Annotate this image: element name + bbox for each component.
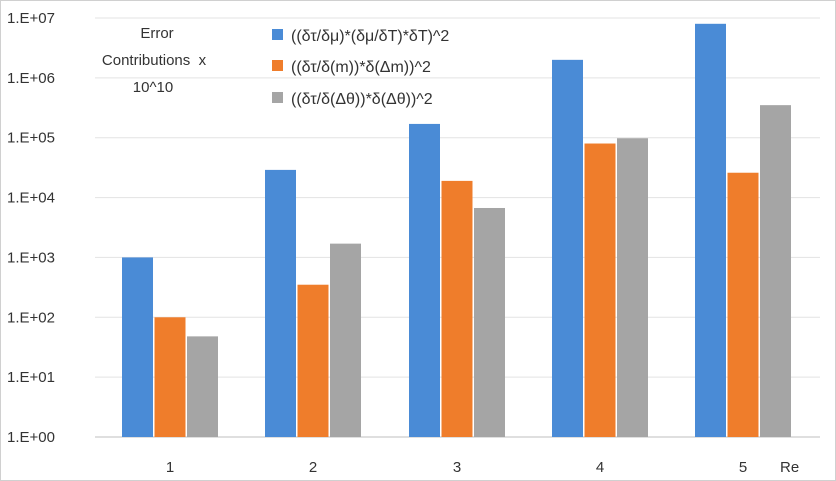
- legend-swatch-series-3: [272, 92, 283, 103]
- bar-series-1-cat-3: [409, 123, 440, 437]
- bar-series-1-cat-5: [695, 23, 726, 438]
- legend-swatch-series-1: [272, 29, 283, 40]
- legend-label-series-3: ((δτ/δ(Δθ))*δ(Δθ))^2: [291, 91, 433, 108]
- bar-series-3-cat-1: [187, 336, 218, 437]
- bar-series-1-cat-1: [122, 257, 153, 437]
- legend: ((δτ/δμ)*(δμ/δT)*δT)^2 ((δτ/δ(m))*δ(Δm))…: [272, 28, 449, 108]
- y-axis-ticks: 1.E+00 1.E+01 1.E+02 1.E+03 1.E+04 1.E+05 1.E+…: [7, 10, 55, 446]
- bar-series-2-cat-1: [154, 317, 186, 437]
- legend-label-series-2: ((δτ/δ(m))*δ(Δm))^2: [291, 59, 431, 76]
- x-category-label: 5: [739, 459, 747, 476]
- y-tick-label: 1.E+04: [7, 190, 55, 207]
- y-tick-label: 1.E+06: [7, 70, 55, 87]
- bar-series-1-cat-4: [552, 59, 583, 437]
- y-tick-label: 1.E+00: [7, 429, 55, 446]
- bar-series-3-cat-3: [474, 207, 505, 437]
- x-category-label: 4: [596, 459, 604, 476]
- x-category-label: 3: [453, 459, 461, 476]
- annotation-line-1: Error: [140, 25, 173, 42]
- annotation-line-3: 10^10: [133, 79, 173, 96]
- bar-series-2-cat-3: [441, 180, 473, 437]
- y-tick-label: 1.E+02: [7, 309, 55, 326]
- y-tick-label: 1.E+05: [7, 130, 55, 147]
- y-tick-label: 1.E+03: [7, 249, 55, 266]
- x-axis-categories: 1 2 3 4 5: [166, 459, 747, 476]
- x-category-label: 1: [166, 459, 174, 476]
- annotation-line-2: Contributions x: [102, 52, 207, 69]
- bar-series-1-cat-2: [265, 169, 296, 437]
- x-axis-label: Re: [780, 459, 799, 476]
- bar-series-3-cat-5: [760, 105, 791, 438]
- y-tick-label: 1.E+07: [7, 10, 55, 27]
- bar-series-2-cat-5: [727, 172, 759, 438]
- bar-series-3-cat-2: [330, 243, 361, 437]
- legend-swatch-series-2: [272, 60, 283, 71]
- bar-series-2-cat-2: [297, 284, 329, 437]
- bar-series-2-cat-4: [584, 143, 616, 437]
- y-tick-label: 1.E+01: [7, 369, 55, 386]
- legend-label-series-1: ((δτ/δμ)*(δμ/δT)*δT)^2: [291, 28, 449, 45]
- chart-annotation: Error Contributions x 10^10: [102, 25, 207, 96]
- x-category-label: 2: [309, 459, 317, 476]
- bars: [122, 23, 791, 438]
- bar-series-3-cat-4: [617, 138, 648, 437]
